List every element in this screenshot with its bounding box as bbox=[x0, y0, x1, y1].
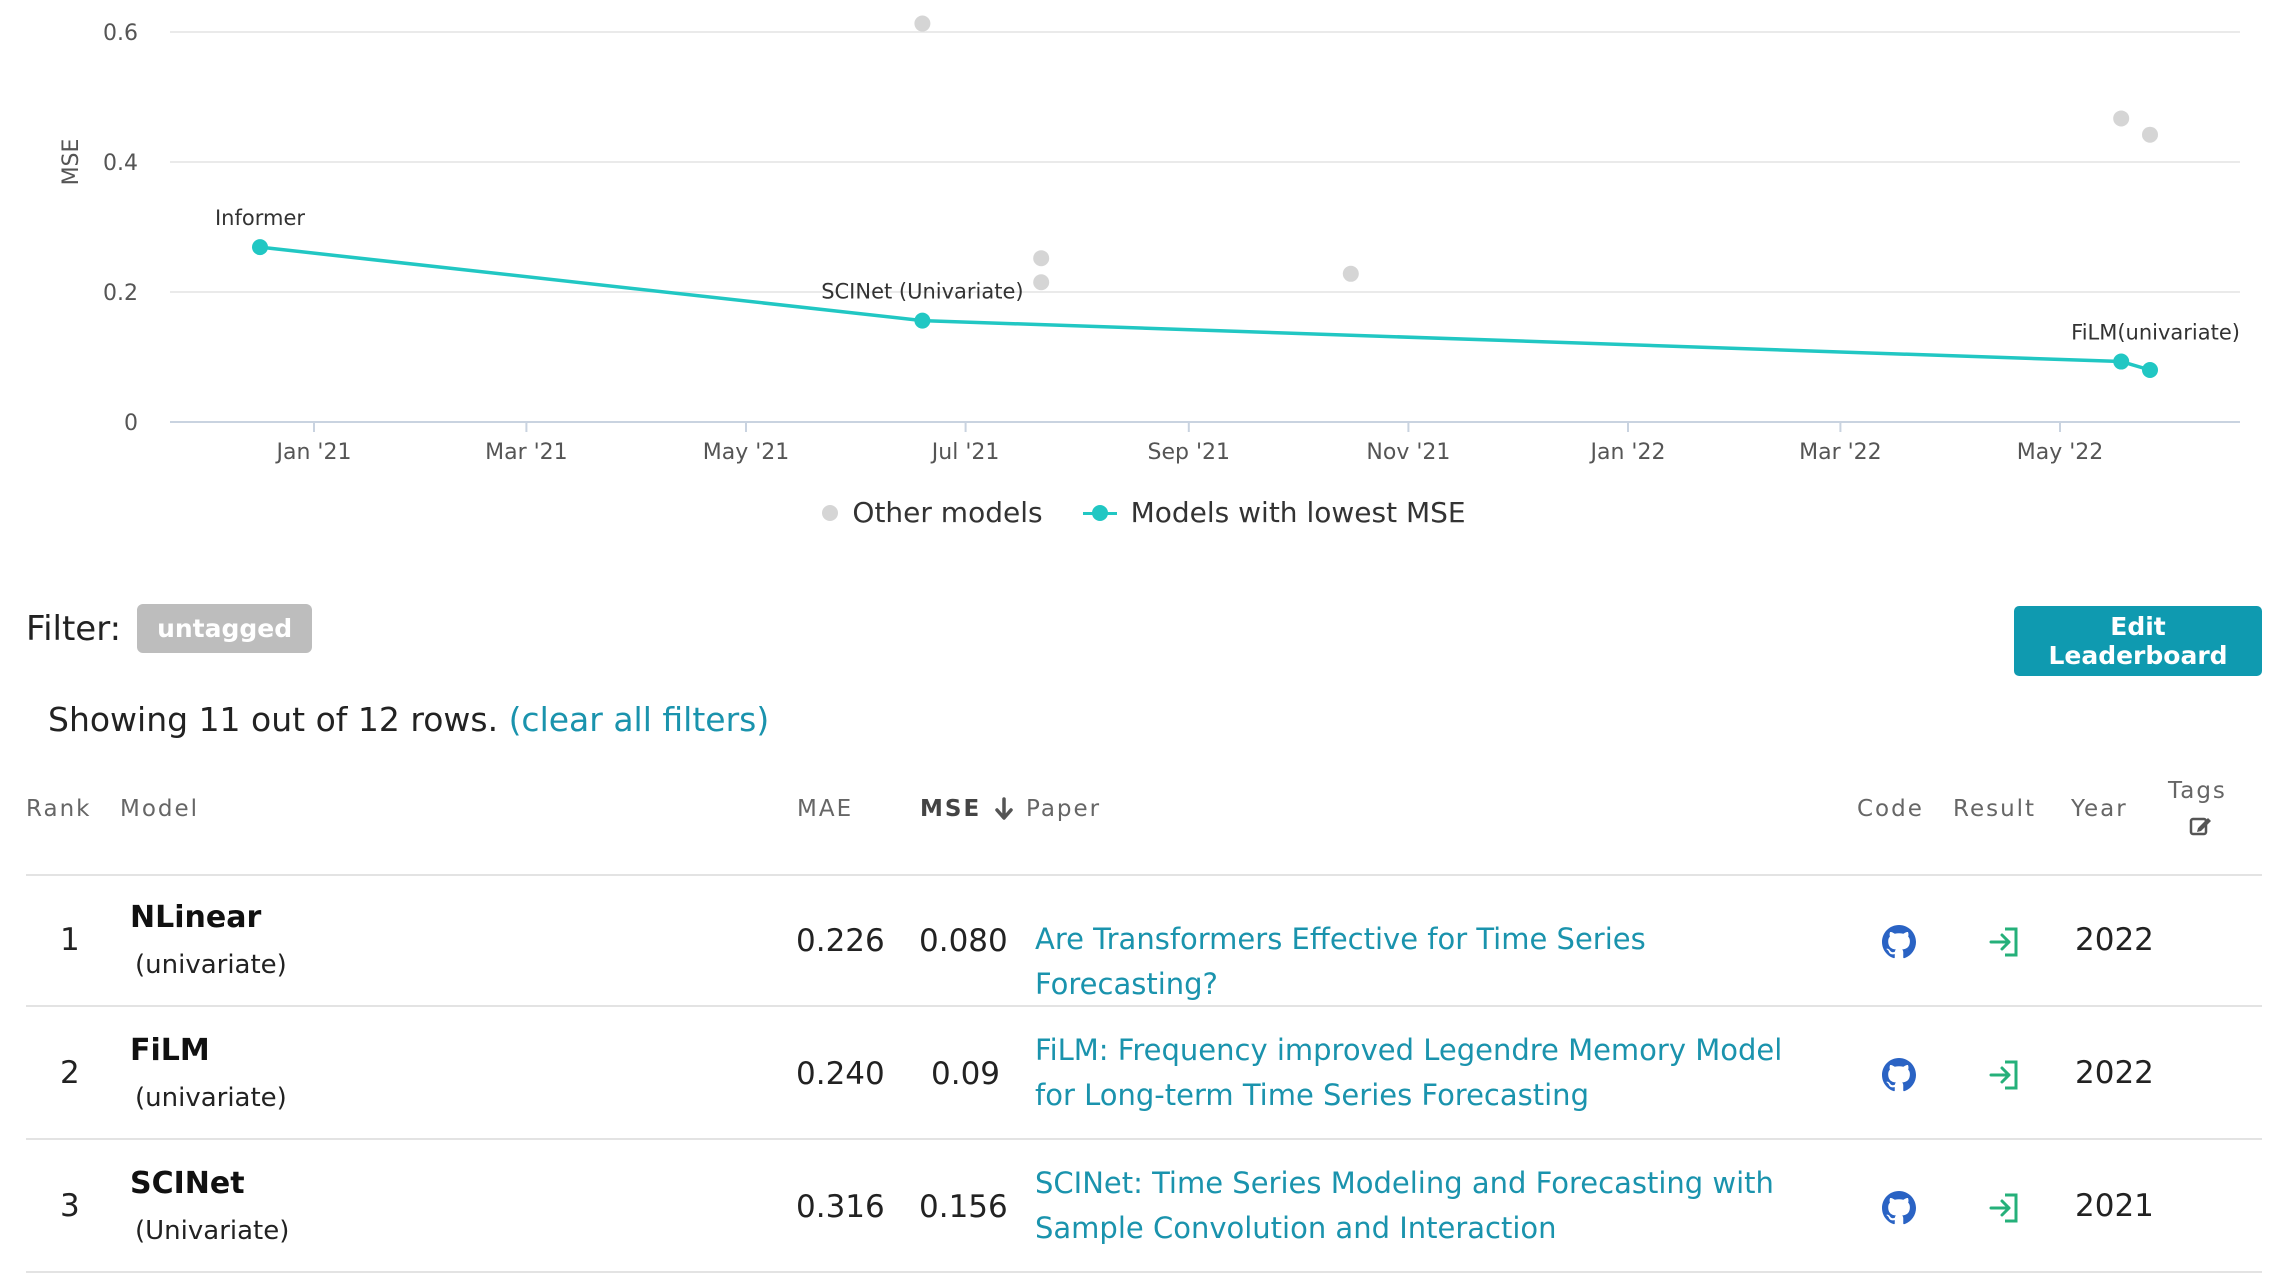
header-model[interactable]: Model bbox=[120, 796, 200, 822]
row-mae: 0.226 bbox=[796, 923, 885, 959]
edit-icon[interactable] bbox=[2189, 815, 2213, 837]
row-model-variant: (univariate) bbox=[135, 950, 287, 980]
showing-text: Showing 11 out of 12 rows. bbox=[48, 700, 499, 739]
lowest-mse-point[interactable] bbox=[252, 239, 268, 256]
x-tick-label: Nov '21 bbox=[1366, 440, 1450, 465]
lowest-mse-point[interactable] bbox=[2113, 353, 2130, 370]
row-paper-link[interactable]: Are Transformers Effective for Time Seri… bbox=[1035, 922, 1646, 1001]
row-paper-link[interactable]: FiLM: Frequency improved Legendre Memory… bbox=[1035, 1033, 1783, 1112]
row-mae: 0.240 bbox=[796, 1056, 885, 1092]
x-tick-label: May '21 bbox=[703, 440, 790, 465]
row-mse: 0.080 bbox=[919, 923, 1008, 959]
row-model-name[interactable]: SCINet bbox=[130, 1166, 245, 1201]
x-tick-label: Mar '22 bbox=[1799, 440, 1882, 465]
row-year: 2022 bbox=[2075, 1055, 2154, 1091]
y-tick-label: 0.4 bbox=[103, 151, 138, 176]
point-annotation: Informer bbox=[215, 206, 305, 230]
legend-label: Models with lowest MSE bbox=[1130, 496, 1466, 529]
point-annotation: SCINet (Univariate) bbox=[821, 280, 1023, 304]
mse-chart: 0 0.2 0.4 0.6 Jan '21 Mar '21 May '21 Jul '21 Se… bbox=[59, 15, 2240, 465]
row-paper-link[interactable]: SCINet: Time Series Modeling and Forecas… bbox=[1035, 1166, 1774, 1245]
other-model-point[interactable] bbox=[1033, 274, 1050, 291]
row-model-variant: (Univariate) bbox=[135, 1216, 290, 1246]
header-year[interactable]: Year bbox=[2071, 796, 2128, 822]
other-model-point[interactable] bbox=[914, 15, 931, 32]
header-paper[interactable]: Paper bbox=[1026, 796, 1102, 822]
header-mse[interactable]: MSE bbox=[920, 796, 982, 822]
row-rank: 1 bbox=[60, 922, 80, 958]
chart-grid bbox=[170, 31, 2240, 293]
legend-label: Other models bbox=[852, 496, 1043, 529]
chart-axes bbox=[170, 421, 2240, 432]
chart-series bbox=[252, 15, 2158, 378]
edit-leaderboard-button[interactable]: Edit Leaderboard bbox=[2014, 606, 2262, 676]
row-year: 2022 bbox=[2075, 922, 2154, 958]
row-model-name[interactable]: FiLM bbox=[130, 1033, 210, 1068]
x-tick-label: Jul '21 bbox=[930, 440, 1000, 465]
other-model-point[interactable] bbox=[1033, 250, 1050, 267]
point-annotation: FiLM(univariate) bbox=[2071, 321, 2240, 345]
sign-in-icon[interactable] bbox=[1987, 926, 2021, 958]
filter-tag-untagged[interactable]: untagged bbox=[137, 604, 313, 653]
chart-ticks: 0 0.2 0.4 0.6 Jan '21 Mar '21 May '21 Jul '21 Se… bbox=[103, 21, 2103, 465]
x-tick-label: Sep '21 bbox=[1148, 440, 1231, 465]
header-code: Code bbox=[1857, 796, 1924, 822]
github-icon[interactable] bbox=[1882, 1058, 1916, 1092]
row-rank: 3 bbox=[60, 1188, 80, 1224]
row-divider bbox=[26, 1005, 2262, 1007]
x-tick-label: Jan '21 bbox=[275, 440, 352, 465]
filter-row: Filter: untagged bbox=[26, 604, 313, 653]
other-model-point[interactable] bbox=[2113, 110, 2130, 127]
header-mae[interactable]: MAE bbox=[797, 796, 854, 822]
lowest-mse-point[interactable] bbox=[914, 312, 931, 329]
clear-filters-link[interactable]: (clear all filters) bbox=[508, 700, 770, 739]
chart-annotations: Informer SCINet (Univariate) FiLM(univaria… bbox=[215, 206, 2240, 344]
row-count-text: Showing 11 out of 12 rows. (clear all fi… bbox=[48, 700, 769, 739]
legend-line-icon bbox=[1082, 504, 1117, 521]
row-rank: 2 bbox=[60, 1055, 80, 1091]
lowest-mse-line bbox=[259, 245, 2151, 372]
legend-item-lowest-mse[interactable]: Models with lowest MSE bbox=[1082, 496, 1466, 529]
github-icon[interactable] bbox=[1882, 925, 1916, 959]
github-icon[interactable] bbox=[1882, 1191, 1916, 1225]
other-model-point[interactable] bbox=[2142, 126, 2158, 143]
y-axis-label: MSE bbox=[59, 139, 84, 186]
x-tick-label: May '22 bbox=[2017, 440, 2104, 465]
legend-item-other-models[interactable]: Other models bbox=[822, 496, 1043, 529]
filter-label: Filter: bbox=[26, 608, 122, 649]
chart-legend: Other models Models with lowest MSE bbox=[0, 496, 2288, 529]
x-tick-label: Jan '22 bbox=[1589, 440, 1666, 465]
row-divider bbox=[26, 1138, 2262, 1140]
y-tick-label: 0.6 bbox=[103, 21, 138, 46]
row-model-variant: (univariate) bbox=[135, 1083, 287, 1113]
header-rank[interactable]: Rank bbox=[26, 796, 92, 822]
y-tick-label: 0 bbox=[124, 411, 138, 436]
header-tags: Tags bbox=[2168, 778, 2227, 804]
header-result: Result bbox=[1953, 796, 2037, 822]
row-mse: 0.09 bbox=[931, 1056, 1001, 1092]
lowest-mse-point[interactable] bbox=[2142, 362, 2158, 378]
legend-dot-icon bbox=[822, 504, 839, 521]
header-divider bbox=[26, 874, 2262, 876]
row-mae: 0.316 bbox=[796, 1189, 885, 1225]
other-model-point[interactable] bbox=[1342, 265, 1359, 282]
y-tick-label: 0.2 bbox=[103, 281, 138, 306]
arrow-down-icon[interactable] bbox=[994, 797, 1014, 823]
row-year: 2021 bbox=[2075, 1188, 2154, 1224]
row-model-name[interactable]: NLinear bbox=[130, 900, 262, 935]
sign-in-icon[interactable] bbox=[1987, 1192, 2021, 1224]
x-tick-label: Mar '21 bbox=[485, 440, 568, 465]
row-mse: 0.156 bbox=[919, 1189, 1008, 1225]
sign-in-icon[interactable] bbox=[1987, 1059, 2021, 1091]
